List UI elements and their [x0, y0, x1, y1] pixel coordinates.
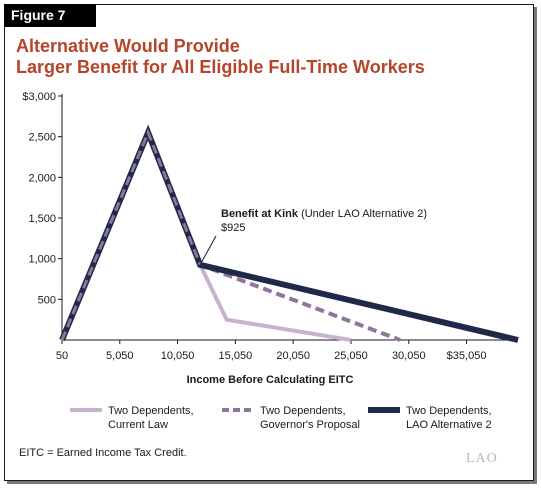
- legend-label-lao_alternative-line-2: LAO Alternative 2: [406, 419, 492, 431]
- legend-label-lao_alternative-line-1: Two Dependents,: [406, 405, 492, 417]
- chart-title-line-2: Larger Benefit for All Eligible Full-Tim…: [16, 57, 425, 77]
- y-tick-label: 1,000: [28, 254, 56, 266]
- y-tick-label: 1,500: [28, 213, 56, 225]
- series-line-governors_proposal: [60, 127, 401, 342]
- chart-title: Alternative Would Provide Larger Benefit…: [16, 36, 516, 78]
- annotation-value: $925: [221, 222, 245, 234]
- x-axis-label: Income Before Calculating EITC: [187, 374, 354, 386]
- x-tick-label: $35,050: [447, 350, 487, 362]
- annotation-title: Benefit at Kink (Under LAO Alternative 2…: [221, 208, 427, 220]
- legend-label-governors_proposal-line-2: Governor's Proposal: [260, 419, 360, 431]
- lao-logo: LAO: [466, 451, 498, 466]
- legend-label-current_law-line-1: Two Dependents,: [108, 405, 194, 417]
- legend-label-governors_proposal-line-1: Two Dependents,: [260, 405, 346, 417]
- y-tick-label: 500: [38, 294, 56, 306]
- figure-label: Figure 7: [4, 4, 96, 27]
- x-tick-label: 20,050: [276, 350, 310, 362]
- legend-label-current_law-line-2: Current Law: [108, 419, 168, 431]
- x-tick-label: 15,050: [219, 350, 253, 362]
- x-tick-label: 30,050: [392, 350, 426, 362]
- footnote: EITC = Earned Income Tax Credit.: [19, 447, 187, 459]
- x-tick-label: 5,050: [106, 350, 134, 362]
- figure-frame: [4, 4, 534, 481]
- chart-title-line-1: Alternative Would Provide: [16, 36, 240, 56]
- y-tick-label: 2,000: [28, 172, 56, 184]
- annotation-leader-line: [199, 235, 217, 266]
- x-tick-label: 10,050: [161, 350, 195, 362]
- x-tick-label: 50: [56, 350, 68, 362]
- series-line-lao_alternative: [59, 124, 519, 343]
- y-tick-label: $3,000: [22, 91, 56, 103]
- series-overlay-shared-segment: [60, 128, 202, 341]
- x-tick-label: 25,050: [334, 350, 368, 362]
- y-tick-label: 2,500: [28, 132, 56, 144]
